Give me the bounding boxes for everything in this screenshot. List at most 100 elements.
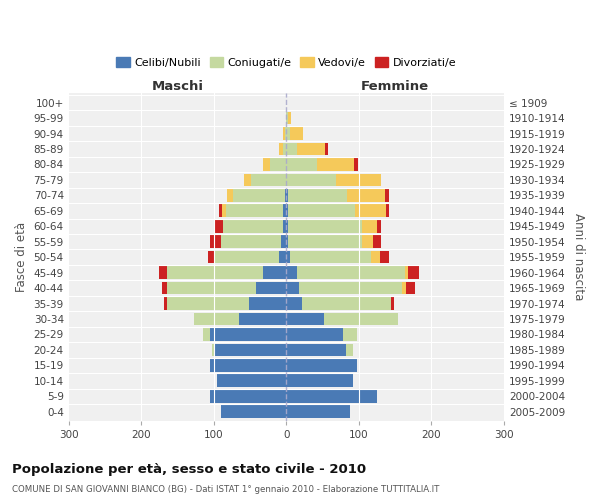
Bar: [248, 297, 286, 310]
Bar: [286, 189, 288, 202]
Bar: [286, 204, 386, 217]
Bar: [286, 312, 324, 326]
Bar: [226, 204, 286, 217]
Bar: [286, 328, 358, 341]
Bar: [167, 266, 286, 279]
Bar: [286, 297, 302, 310]
Bar: [286, 158, 358, 171]
Bar: [286, 297, 391, 310]
Bar: [164, 297, 286, 310]
Bar: [217, 374, 286, 387]
Bar: [286, 359, 358, 372]
Bar: [286, 390, 377, 402]
Bar: [210, 390, 286, 402]
Bar: [212, 344, 286, 356]
Bar: [210, 328, 286, 341]
Bar: [286, 406, 350, 418]
Bar: [286, 282, 299, 294]
Bar: [223, 220, 286, 232]
Bar: [286, 328, 343, 341]
Bar: [286, 344, 353, 356]
Bar: [244, 174, 286, 186]
Bar: [286, 282, 415, 294]
Text: Maschi: Maschi: [151, 80, 203, 92]
Bar: [194, 312, 286, 326]
Bar: [286, 189, 347, 202]
Bar: [286, 127, 303, 140]
Bar: [210, 359, 286, 372]
Bar: [286, 127, 303, 140]
Bar: [286, 236, 373, 248]
Bar: [286, 344, 353, 356]
Bar: [286, 251, 290, 264]
Bar: [210, 359, 286, 372]
Bar: [210, 390, 286, 402]
Bar: [215, 251, 286, 264]
Text: Popolazione per età, sesso e stato civile - 2010: Popolazione per età, sesso e stato civil…: [12, 462, 366, 475]
Bar: [263, 266, 286, 279]
Bar: [221, 406, 286, 418]
Bar: [215, 344, 286, 356]
Bar: [227, 189, 286, 202]
Bar: [279, 142, 286, 156]
Bar: [203, 328, 286, 341]
Bar: [286, 390, 377, 402]
Bar: [283, 220, 286, 232]
Bar: [286, 220, 380, 232]
Bar: [286, 142, 325, 156]
Bar: [286, 220, 377, 232]
Bar: [286, 406, 350, 418]
Bar: [286, 112, 292, 124]
Bar: [286, 174, 380, 186]
Bar: [203, 328, 286, 341]
Bar: [286, 142, 328, 156]
Bar: [167, 282, 286, 294]
Bar: [286, 266, 408, 279]
Bar: [263, 158, 286, 171]
Bar: [286, 220, 289, 232]
Bar: [233, 189, 286, 202]
Bar: [286, 236, 380, 248]
Bar: [212, 344, 286, 356]
Bar: [286, 204, 389, 217]
Bar: [286, 236, 289, 248]
Bar: [286, 251, 371, 264]
Bar: [217, 374, 286, 387]
Bar: [167, 297, 286, 310]
Bar: [286, 158, 317, 171]
Bar: [286, 112, 292, 124]
Bar: [286, 158, 355, 171]
Bar: [286, 359, 358, 372]
Bar: [286, 374, 353, 387]
Bar: [221, 406, 286, 418]
Text: COMUNE DI SAN GIOVANNI BIANCO (BG) - Dati ISTAT 1° gennaio 2010 - Elaborazione T: COMUNE DI SAN GIOVANNI BIANCO (BG) - Dat…: [12, 485, 439, 494]
Bar: [208, 251, 286, 264]
Bar: [285, 189, 286, 202]
Bar: [286, 204, 355, 217]
Bar: [286, 220, 362, 232]
Bar: [251, 174, 286, 186]
Bar: [286, 174, 380, 186]
Bar: [210, 359, 286, 372]
Bar: [221, 236, 286, 248]
Bar: [283, 142, 286, 156]
Bar: [286, 174, 335, 186]
Bar: [286, 344, 346, 356]
Bar: [286, 344, 353, 356]
Bar: [286, 251, 389, 264]
Legend: Celibi/Nubili, Coniugati/e, Vedovi/e, Divorziati/e: Celibi/Nubili, Coniugati/e, Vedovi/e, Di…: [112, 53, 461, 72]
Bar: [223, 220, 286, 232]
Bar: [286, 328, 358, 341]
Bar: [283, 127, 286, 140]
Bar: [286, 390, 377, 402]
Text: Femmine: Femmine: [361, 80, 429, 92]
Bar: [158, 266, 286, 279]
Bar: [283, 204, 286, 217]
Bar: [244, 174, 286, 186]
Bar: [281, 236, 286, 248]
Bar: [283, 127, 286, 140]
Bar: [286, 282, 403, 294]
Bar: [286, 406, 350, 418]
Bar: [286, 266, 404, 279]
Bar: [161, 282, 286, 294]
